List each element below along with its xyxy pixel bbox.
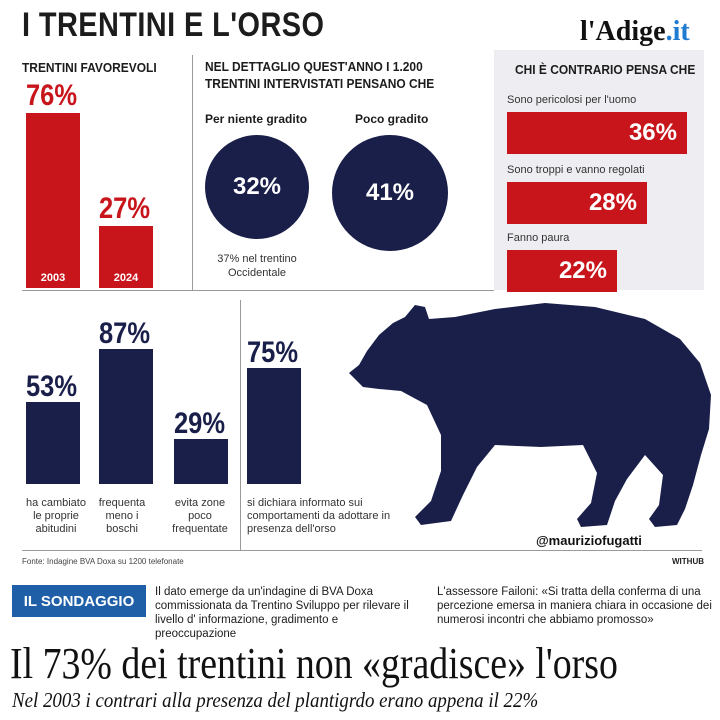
contrari-bar: 28% — [507, 182, 647, 224]
site-logo[interactable]: l'Adige.it — [580, 16, 690, 48]
contrari-bar-label: Sono troppi e vanno regolati — [507, 164, 645, 176]
page-title: I TRENTINI E L'ORSO — [22, 6, 325, 44]
fav-value-label: 27% — [99, 191, 151, 225]
contrari-bar: 22% — [507, 250, 617, 292]
comportamenti-value-label: 75% — [247, 335, 299, 369]
comportamenti-value-label: 53% — [26, 369, 78, 403]
article-subheadline: Nel 2003 i contrari alla presenza del pl… — [12, 688, 539, 712]
comportamenti-value-label: 29% — [174, 407, 226, 441]
comportamenti-bar — [99, 349, 153, 484]
divider — [192, 55, 193, 290]
credit: WITHUB — [672, 557, 704, 566]
contrari-bar-label: Sono pericolosi per l'uomo — [507, 94, 637, 106]
comportamenti-category-label: frequenta meno i boschi — [98, 497, 146, 535]
fav-bar: 2024 — [99, 225, 153, 288]
comportamenti-value-label: 87% — [99, 317, 151, 351]
bear-icon — [349, 303, 711, 527]
logo-suffix: .it — [665, 16, 690, 47]
contrari-heading: CHI È CONTRARIO PENSA CHE — [515, 62, 696, 77]
comportamenti-category-label: ha cambiato le proprie abitudini — [26, 497, 86, 535]
circle-per-niente-gradito: 32% — [205, 135, 309, 239]
circle-label-poco: Poco gradito — [355, 112, 429, 126]
comportamenti-bar — [174, 439, 228, 484]
circle-note: 37% nel trentino Occidentale — [217, 253, 297, 279]
divider — [22, 550, 702, 551]
fav-bar-year: 2024 — [113, 271, 139, 284]
comportamenti-bar — [26, 401, 80, 484]
fav-value-label: 76% — [26, 79, 78, 113]
divider — [240, 300, 241, 550]
info-text-right: L'assessore Failoni: «Si tratta della co… — [437, 586, 712, 626]
fav-bar-year: 2003 — [40, 271, 66, 284]
favorevoli-heading: TRENTINI FAVOREVOLI — [22, 60, 157, 75]
comportamenti-category-label: evita zone poco frequentate — [172, 497, 228, 535]
info-text-left: Il dato emerge da un'indagine di BVA Dox… — [155, 586, 409, 640]
circle-label-per-niente: Per niente gradito — [205, 112, 308, 126]
comportamenti-category-label: si dichiara informato sui comportamenti … — [247, 497, 391, 535]
circle-poco-gradito: 41% — [332, 135, 448, 251]
logo-main: l'Adige — [580, 16, 666, 47]
section-badge: IL SONDAGGIO — [12, 585, 146, 617]
comportamenti-bar — [247, 367, 301, 484]
article-headline[interactable]: Il 73% dei trentini non «gradisce» l'ors… — [10, 639, 618, 688]
source-note: Fonte: Indagine BVA Doxa su 1200 telefon… — [22, 557, 184, 566]
divider — [22, 290, 494, 291]
social-handle[interactable]: @mauriziofugatti — [532, 532, 646, 549]
detail-heading: NEL DETTAGLIO QUEST'ANNO I 1.200 TRENTIN… — [205, 59, 435, 91]
contrari-bar-label: Fanno paura — [507, 232, 570, 244]
contrari-bar: 36% — [507, 112, 687, 154]
fav-bar: 2003 — [26, 113, 80, 288]
